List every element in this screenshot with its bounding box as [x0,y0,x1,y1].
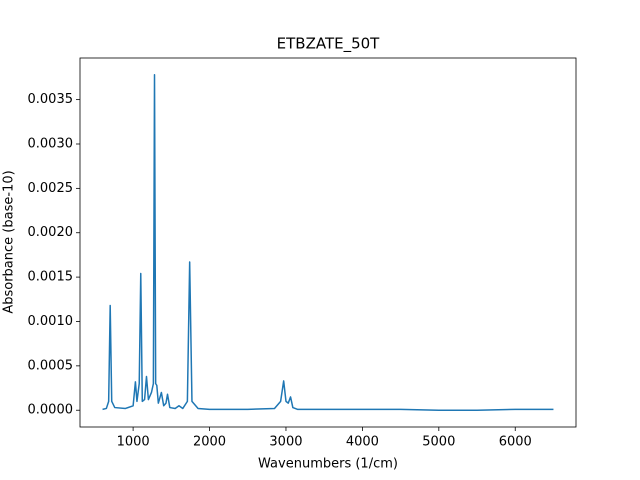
y-tick-label: 0.0025 [28,181,74,196]
y-tick-label: 0.0015 [28,270,74,285]
data-line [102,74,554,411]
x-tick-label: 1000 [117,435,150,450]
y-tick-label: 0.0005 [28,358,74,373]
x-tick-label: 3000 [269,435,302,450]
y-tick-label: 0.0010 [28,314,74,329]
y-axis-label: Absorbance (base-10) [2,170,17,313]
x-tick-label: 2000 [193,435,226,450]
plot-frame [79,57,577,428]
chart-title: ETBZATE_50T [277,35,381,54]
y-tick-label: 0.0030 [28,136,74,151]
x-axis-label: Wavenumbers (1/cm) [258,457,398,472]
y-tick-label: 0.0020 [28,225,74,240]
y-tick-label: 0.0000 [28,403,74,418]
x-tick-label: 5000 [422,435,455,450]
y-tick-label: 0.0035 [28,92,74,107]
x-tick-label: 6000 [499,435,532,450]
x-tick-label: 4000 [346,435,379,450]
